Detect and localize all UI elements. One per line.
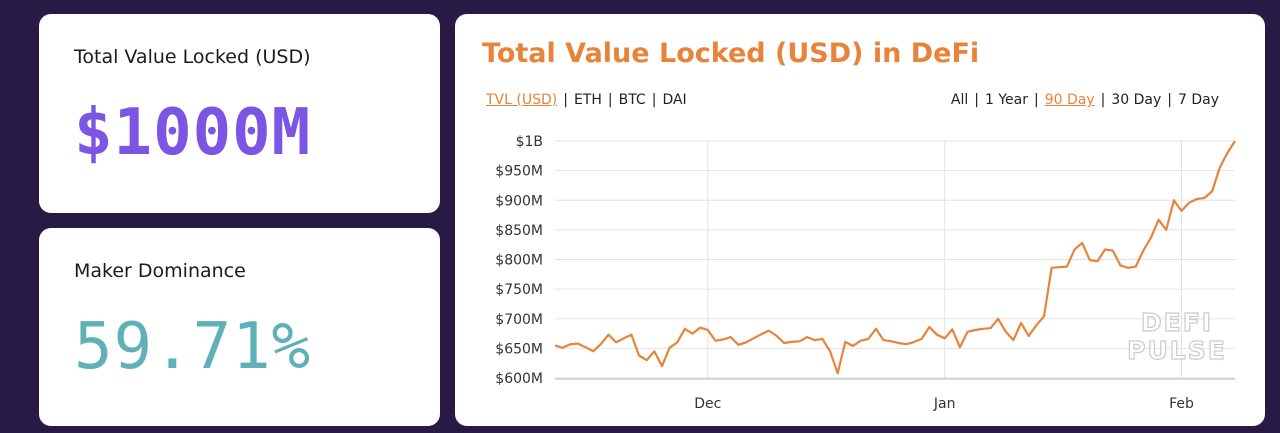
- x-tick-label: Jan: [933, 396, 956, 412]
- y-tick-label: $650M: [495, 341, 543, 357]
- unit-option-dai[interactable]: DAI: [662, 92, 687, 108]
- dominance-label: Maker Dominance: [74, 260, 246, 282]
- unit-selector: TVL (USD) | ETH | BTC | DAI: [486, 92, 687, 108]
- y-tick-label: $600M: [495, 371, 543, 387]
- range-option-90-day[interactable]: 90 Day: [1044, 92, 1095, 108]
- separator: |: [563, 92, 568, 108]
- separator: |: [651, 92, 657, 108]
- y-tick-label: $700M: [495, 312, 543, 328]
- range-option-7-day[interactable]: 7 Day: [1177, 92, 1219, 108]
- range-option-30-day[interactable]: 30 Day: [1111, 92, 1162, 108]
- unit-option-tvl-usd[interactable]: TVL (USD): [486, 92, 558, 108]
- unit-option-eth[interactable]: ETH: [573, 92, 602, 108]
- dominance-value: 59.71%: [74, 310, 312, 384]
- range-option-all[interactable]: All: [950, 92, 969, 108]
- tvl-line-chart: $600M $650M $700M $750M $800M $850M $900M $950M…: [495, 134, 1236, 412]
- tvl-label: Total Value Locked (USD): [74, 46, 311, 68]
- separator: |: [974, 92, 979, 108]
- watermark-line-1: DEFI: [1141, 308, 1213, 337]
- x-tick-label: Feb: [1169, 396, 1194, 412]
- separator: |: [1167, 92, 1172, 108]
- range-option-1-year[interactable]: 1 Year: [984, 92, 1028, 108]
- unit-option-btc[interactable]: BTC: [618, 92, 646, 108]
- y-tick-label: $750M: [495, 282, 543, 298]
- separator: |: [1100, 92, 1106, 108]
- tvl-card: Total Value Locked (USD) $1000M: [39, 14, 440, 213]
- separator: |: [607, 92, 613, 108]
- chart-title: Total Value Locked (USD) in DeFi: [482, 38, 980, 69]
- maker-dominance-card: Maker Dominance 59.71%: [39, 228, 440, 426]
- y-tick-label: $950M: [495, 164, 543, 180]
- y-tick-label: $1B: [516, 134, 543, 150]
- x-tick-label: Dec: [694, 396, 721, 412]
- tvl-chart-panel: Total Value Locked (USD) in DeFi TVL (US…: [455, 14, 1265, 426]
- series-line-tvl: [554, 140, 1236, 375]
- range-selector: All | 1 Year | 90 Day | 30 Day | 7 Day: [951, 92, 1219, 108]
- separator: |: [1033, 92, 1039, 108]
- y-tick-label: $850M: [495, 223, 543, 239]
- y-tick-label: $800M: [495, 253, 543, 269]
- y-tick-label: $900M: [495, 193, 543, 209]
- watermark-line-2: PULSE: [1127, 336, 1227, 365]
- tvl-value: $1000M: [74, 96, 312, 170]
